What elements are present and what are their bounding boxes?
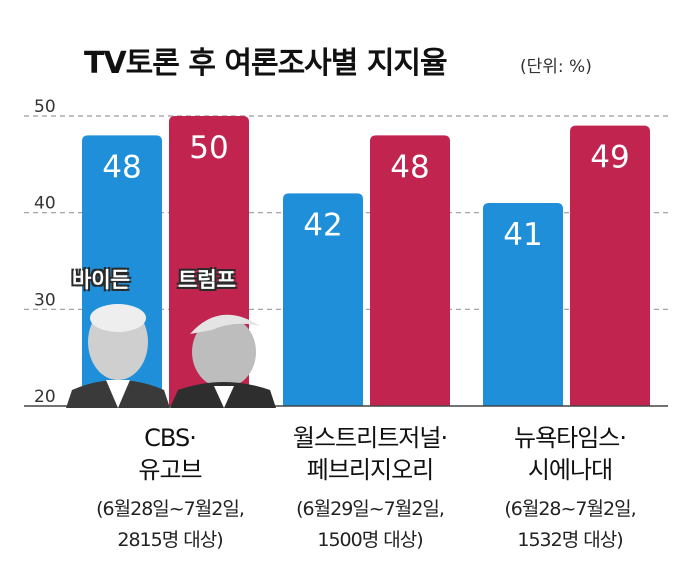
chart-title: TV토론 후 여론조사별 지지율 [84,46,448,81]
category-note-line: 2815명 대상) [117,529,223,551]
category-label-nyt: 뉴욕타임스· 시에나대 (6월28~7월2일, 1532명 대상) [470,422,670,556]
category-name-line: CBS· [144,424,197,452]
category-note-line: 1532명 대상) [517,529,623,551]
y-tick-label: 40 [34,194,56,214]
bar [283,193,363,406]
unit-label: (단위: %) [520,57,592,77]
bar-value-label: 49 [590,140,629,176]
legend-label-biden: 바이든 [72,268,130,292]
category-name-line: 유고브 [138,456,202,484]
y-tick-label: 30 [34,290,56,310]
category-note-line: 1500명 대상) [317,529,423,551]
biden-photo [66,304,170,408]
category-name-line: 페브리지오리 [306,456,434,484]
y-tick-label: 50 [34,97,56,117]
bar-value-label: 48 [102,149,141,185]
category-note-line: (6월29일~7월2일, [296,498,445,520]
bar-value-label: 50 [189,130,228,166]
bar [483,203,563,406]
y-tick-label: 20 [34,387,56,407]
category-label-wsj: 월스트리트저널· 페브리지오리 (6월29일~7월2일, 1500명 대상) [270,422,470,556]
trump-photo [170,314,276,408]
category-label-cbs: CBS· 유고브 (6월28일~7월2일, 2815명 대상) [70,422,270,556]
category-name-line: 뉴욕타임스· [513,424,627,452]
bar-value-label: 48 [390,149,429,185]
bar [570,125,650,407]
bar [370,135,450,407]
category-name-line: 시에나대 [527,456,613,484]
bar-value-label: 41 [503,217,542,253]
category-note-line: (6월28일~7월2일, [96,498,245,520]
category-name-line: 월스트리트저널· [292,424,448,452]
bar-value-label: 42 [303,207,342,243]
legend-label-trump: 트럼프 [178,268,236,292]
category-note-line: (6월28~7월2일, [504,498,636,520]
